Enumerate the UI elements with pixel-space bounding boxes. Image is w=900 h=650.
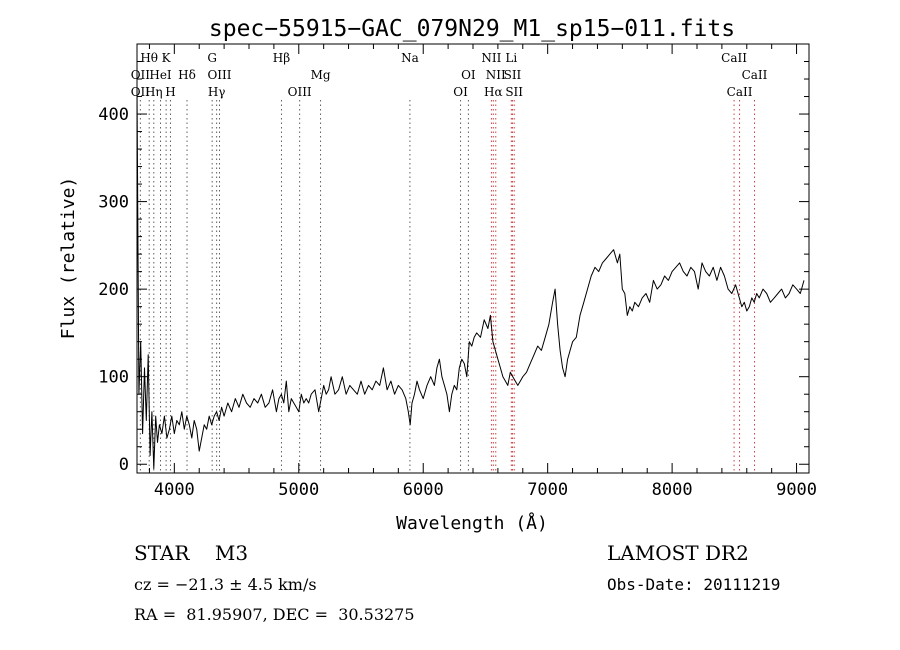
- spectrum-line: [136, 87, 805, 470]
- spectral-line-label: SII: [504, 68, 522, 82]
- spectral-line-label: Li: [505, 51, 517, 65]
- x-tick-label: 9000: [776, 480, 817, 500]
- y-tick-label: 100: [98, 368, 129, 388]
- spectral-line-label: OIII: [288, 85, 312, 99]
- y-axis-label: Flux (relative): [58, 177, 79, 340]
- spectral-line-label: CaII: [727, 85, 753, 99]
- spectral-line-label: HeI: [149, 68, 172, 82]
- x-tick-label: 5000: [278, 480, 319, 500]
- x-axis-label: Wavelength (Å): [396, 512, 548, 534]
- plot-frame: [136, 43, 810, 474]
- spectral-line-label: NII: [486, 68, 506, 82]
- spectral-line-label: Hβ: [273, 51, 290, 65]
- spectral-line-label: CaII: [742, 68, 768, 82]
- spectral-line-label: OI: [453, 85, 468, 99]
- spectral-line-label: Hδ: [178, 68, 196, 82]
- y-tick-label: 300: [98, 193, 129, 213]
- x-tick-label: 4000: [154, 480, 195, 500]
- x-tick-label: 8000: [652, 480, 693, 500]
- spectral-line-label: Hθ: [140, 51, 158, 65]
- survey-name: LAMOST DR2: [607, 541, 749, 565]
- spectral-line-label: OI: [461, 68, 476, 82]
- spectral-line-label: Mg: [311, 68, 331, 82]
- spectral-line-label: OII: [131, 85, 151, 99]
- chart-title: spec−55915−GAC_079N29_M1_sp15−011.fits: [209, 16, 735, 42]
- redshift-velocity: cz = −21.3 ± 4.5 km/s: [134, 575, 317, 594]
- spectral-line-label: H: [165, 85, 175, 99]
- spectral-line-label: Hα: [484, 85, 503, 99]
- spectral-line-label: OII: [131, 68, 151, 82]
- star-class: STAR M3: [134, 541, 249, 565]
- x-tick-label: 6000: [403, 480, 444, 500]
- spectral-line-label: OIII: [207, 68, 231, 82]
- spectral-line-label: SII: [505, 85, 523, 99]
- spectral-line-label: K: [162, 51, 172, 65]
- spectral-line-label: NII: [481, 51, 501, 65]
- x-tick-label: 7000: [527, 480, 568, 500]
- spectral-line-label: Na: [401, 51, 419, 65]
- spectral-line-label: G: [207, 51, 217, 65]
- coordinates: RA = 81.95907, DEC = 30.53275: [134, 605, 415, 624]
- spectral-line-label: Hγ: [208, 85, 226, 99]
- y-tick-label: 400: [98, 105, 129, 125]
- spectral-line-label: CaII: [721, 51, 747, 65]
- observation-date: Obs-Date: 20111219: [607, 575, 781, 594]
- spectral-line-label: Hη: [145, 85, 163, 99]
- y-tick-label: 0: [119, 455, 129, 475]
- y-tick-label: 200: [98, 280, 129, 300]
